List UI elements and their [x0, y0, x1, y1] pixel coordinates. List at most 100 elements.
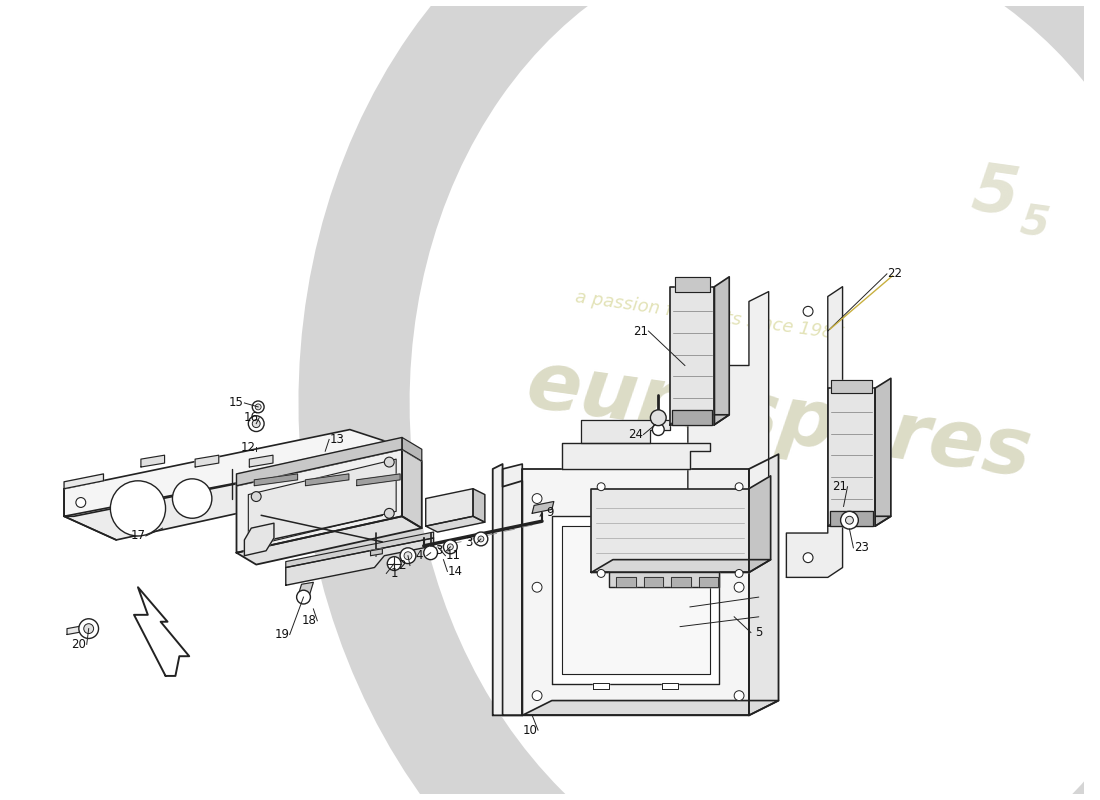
Text: 5: 5: [968, 157, 1023, 229]
Polygon shape: [249, 459, 396, 547]
Text: 23: 23: [854, 542, 869, 554]
Text: 13: 13: [330, 433, 344, 446]
Circle shape: [532, 582, 542, 592]
Polygon shape: [582, 420, 670, 443]
Text: 10: 10: [522, 724, 538, 737]
Polygon shape: [426, 516, 485, 532]
Polygon shape: [134, 587, 189, 676]
Polygon shape: [67, 625, 89, 634]
Circle shape: [400, 548, 416, 563]
Polygon shape: [236, 438, 403, 486]
Polygon shape: [236, 450, 403, 553]
Circle shape: [803, 553, 813, 562]
Polygon shape: [64, 474, 103, 489]
Polygon shape: [286, 532, 433, 567]
Circle shape: [297, 590, 310, 604]
Polygon shape: [522, 701, 779, 715]
Polygon shape: [298, 582, 314, 597]
Circle shape: [76, 498, 86, 507]
Circle shape: [846, 516, 854, 524]
Polygon shape: [473, 489, 485, 522]
Polygon shape: [64, 461, 404, 540]
Circle shape: [384, 457, 394, 467]
Polygon shape: [562, 443, 710, 469]
Circle shape: [84, 624, 94, 634]
Text: 11: 11: [446, 550, 461, 562]
Circle shape: [249, 416, 264, 431]
Text: 18: 18: [302, 614, 317, 627]
Circle shape: [734, 690, 744, 701]
Text: 17: 17: [131, 530, 145, 542]
Circle shape: [110, 481, 166, 536]
Polygon shape: [592, 489, 749, 573]
Polygon shape: [503, 464, 522, 715]
Polygon shape: [662, 515, 678, 522]
Polygon shape: [254, 474, 298, 486]
Polygon shape: [688, 292, 769, 508]
Circle shape: [597, 482, 605, 490]
Circle shape: [443, 540, 458, 554]
Polygon shape: [532, 502, 553, 514]
Circle shape: [448, 544, 453, 550]
Circle shape: [840, 511, 858, 529]
Text: 12: 12: [241, 441, 256, 454]
Polygon shape: [250, 455, 273, 467]
Polygon shape: [403, 438, 421, 461]
Polygon shape: [426, 489, 473, 526]
Circle shape: [251, 542, 261, 552]
Circle shape: [384, 508, 394, 518]
Polygon shape: [236, 516, 421, 565]
Text: 5: 5: [1018, 200, 1052, 246]
Text: 5: 5: [755, 626, 762, 639]
Polygon shape: [670, 286, 715, 425]
Text: eurospares: eurospares: [521, 346, 1036, 494]
Polygon shape: [562, 526, 710, 674]
Polygon shape: [493, 464, 522, 715]
Polygon shape: [786, 286, 843, 578]
Text: 14: 14: [448, 565, 463, 578]
Polygon shape: [698, 578, 718, 587]
Circle shape: [650, 410, 667, 426]
Polygon shape: [828, 388, 876, 526]
Polygon shape: [592, 560, 771, 573]
Circle shape: [735, 570, 743, 578]
Circle shape: [803, 306, 813, 316]
Circle shape: [387, 557, 402, 570]
Circle shape: [597, 570, 605, 578]
Text: 24: 24: [628, 428, 643, 441]
Polygon shape: [609, 573, 719, 587]
Circle shape: [252, 420, 261, 427]
Polygon shape: [662, 683, 678, 689]
Polygon shape: [64, 430, 404, 516]
Text: 1: 1: [390, 567, 398, 580]
Text: 4: 4: [415, 550, 422, 562]
Circle shape: [477, 536, 484, 542]
Polygon shape: [749, 476, 771, 573]
Polygon shape: [749, 454, 779, 715]
Polygon shape: [371, 549, 383, 556]
Polygon shape: [403, 450, 421, 528]
Text: 20: 20: [72, 638, 86, 651]
Text: a passion for parts since 1985: a passion for parts since 1985: [574, 289, 846, 344]
Circle shape: [532, 494, 542, 503]
Polygon shape: [195, 455, 219, 467]
Polygon shape: [672, 410, 713, 425]
Polygon shape: [522, 469, 749, 715]
Polygon shape: [670, 414, 729, 425]
Circle shape: [251, 492, 261, 502]
Polygon shape: [552, 516, 719, 684]
Text: 15: 15: [229, 397, 244, 410]
Polygon shape: [356, 474, 400, 486]
Polygon shape: [141, 455, 165, 467]
Circle shape: [79, 618, 99, 638]
Polygon shape: [675, 277, 710, 292]
Polygon shape: [828, 516, 891, 526]
Circle shape: [652, 424, 664, 435]
Polygon shape: [593, 683, 609, 689]
Text: 19: 19: [274, 628, 289, 641]
Circle shape: [252, 401, 264, 413]
Polygon shape: [830, 380, 872, 393]
Text: 2: 2: [398, 559, 406, 572]
Polygon shape: [244, 523, 274, 556]
Circle shape: [474, 532, 487, 546]
